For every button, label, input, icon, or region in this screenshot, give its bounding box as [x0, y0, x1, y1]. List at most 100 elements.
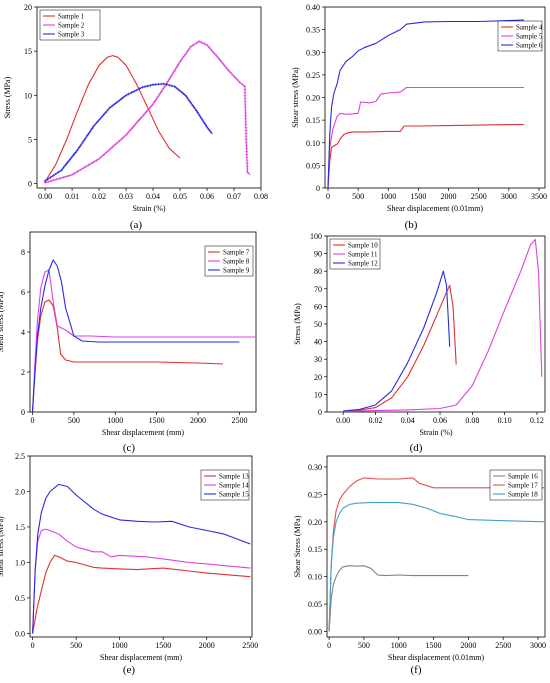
x-tick-label: 3500 [531, 192, 547, 201]
data-point [143, 111, 147, 115]
data-point [202, 42, 206, 46]
x-axis-label: Strain (%) [419, 428, 452, 437]
x-tick-label: 0.06 [433, 416, 447, 425]
data-point [156, 95, 160, 98]
legend-entry: Sample 18 [508, 491, 538, 499]
y-tick-label: 5 [28, 135, 32, 144]
data-point [68, 157, 72, 161]
data-point [189, 45, 193, 49]
data-point [182, 55, 186, 59]
data-point [168, 77, 171, 81]
data-point [140, 115, 143, 119]
y-tick-label: 2 [21, 368, 25, 377]
data-point [243, 93, 247, 97]
data-point [115, 141, 119, 145]
data-point [185, 96, 189, 100]
legend-entry: Sample 7 [223, 249, 250, 257]
legend-entry: Sample 4 [516, 24, 543, 32]
data-point [124, 133, 128, 137]
chart-panel-5: 0 500 1000 1500 2000 2500 0.0 0.5 1.0 1.5 2.0 2.5 Sh… [0, 452, 258, 676]
y-axis-label: Shear stress (MPa) [0, 291, 5, 352]
data-point [245, 143, 248, 147]
y-tick-label: 0.0 [15, 629, 25, 638]
legend-entry: Sample 2 [58, 22, 85, 30]
data-point [49, 176, 52, 179]
series-sample-8 [31, 269, 256, 412]
data-point [97, 157, 101, 161]
series-sample-7 [31, 299, 223, 412]
x-tick-label: 0.07 [227, 192, 241, 201]
y-tick-label: 0.25 [306, 71, 320, 80]
x-tick-label: 1000 [391, 641, 407, 650]
x-tick-label: 0 [31, 641, 35, 650]
y-tick-label: 0 [21, 408, 25, 417]
series-sample-9 [31, 259, 240, 412]
data-point [99, 155, 103, 159]
data-point [181, 92, 185, 95]
legend-entry: Sample 17 [508, 482, 538, 490]
data-point [102, 113, 106, 117]
data-point [145, 109, 149, 113]
data-point [49, 179, 53, 183]
y-tick-label: 100 [310, 232, 322, 241]
x-tick-label: 500 [358, 641, 370, 650]
data-point [191, 103, 195, 107]
data-point [243, 105, 247, 109]
series-line [343, 270, 451, 412]
data-point [147, 107, 151, 110]
series-sample-5 [327, 86, 524, 188]
y-tick-label: 50 [314, 320, 322, 329]
data-point [162, 82, 166, 86]
data-point [187, 47, 191, 51]
y-tick-label: 20 [314, 373, 322, 382]
y-tick-label: 8 [21, 248, 25, 257]
data-point [209, 48, 213, 52]
data-point [113, 102, 116, 106]
data-point [173, 85, 177, 88]
data-point [175, 65, 179, 69]
y-tick-label: 0.05 [308, 600, 322, 609]
data-point [177, 88, 181, 92]
data-point [243, 99, 247, 103]
y-tick-label: 0.35 [306, 26, 320, 35]
legend-entry: Sample 16 [508, 473, 538, 481]
data-point [240, 82, 244, 86]
x-tick-label: 0.05 [173, 192, 187, 201]
data-point [172, 70, 176, 73]
data-point [231, 73, 235, 77]
x-tick-label: 1500 [155, 641, 171, 650]
x-tick-label: 0.06 [200, 192, 214, 201]
data-point [218, 58, 222, 61]
legend-entry: Sample 15 [219, 491, 249, 499]
data-point [120, 137, 123, 141]
data-point [194, 41, 198, 45]
data-point [64, 175, 68, 178]
legend-entry: Sample 8 [223, 258, 250, 266]
x-tick-label: 2000 [190, 416, 206, 425]
x-tick-label: 0.08 [465, 416, 479, 425]
data-point [205, 43, 209, 47]
plot-frame [36, 6, 262, 189]
x-tick-label: 0.12 [530, 416, 544, 425]
series-line [327, 124, 524, 188]
legend-entry: Sample 10 [348, 242, 378, 250]
data-point [244, 120, 248, 124]
data-point [151, 83, 155, 87]
data-point [193, 106, 196, 110]
data-point [51, 174, 55, 178]
data-point [73, 171, 77, 175]
legend-box [204, 245, 254, 277]
data-point [197, 40, 201, 43]
series-line [32, 483, 251, 634]
data-point [170, 84, 174, 88]
x-tick-label: 2500 [495, 641, 511, 650]
y-axis-label: Stress (MPa) [293, 303, 302, 345]
x-tick-label: 0.00 [38, 192, 52, 201]
y-tick-label: 0 [318, 408, 322, 417]
y-tick-label: 0 [28, 180, 32, 189]
series-line [343, 284, 457, 412]
data-point [199, 116, 203, 119]
data-point [245, 152, 249, 156]
series-line [343, 238, 543, 412]
